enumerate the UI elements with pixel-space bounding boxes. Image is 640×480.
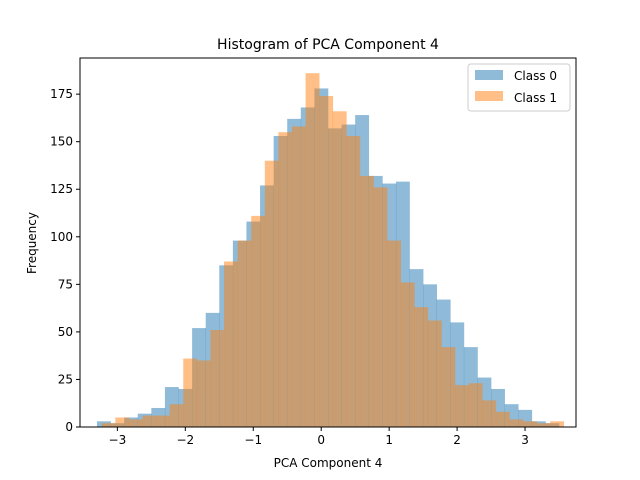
histogram-bar bbox=[264, 160, 279, 427]
histogram-bar bbox=[183, 358, 198, 427]
histogram-bar bbox=[414, 307, 429, 427]
histogram-bar bbox=[237, 240, 252, 427]
histogram-bar bbox=[128, 419, 143, 427]
histogram-bar bbox=[305, 73, 320, 427]
legend-label-class-0: Class 0 bbox=[514, 69, 557, 83]
x-axis-label: PCA Component 4 bbox=[274, 456, 383, 470]
y-tick-label: 150 bbox=[50, 135, 73, 149]
x-tick-label: 3 bbox=[521, 433, 529, 447]
histogram-bar bbox=[441, 347, 456, 427]
y-tick-label: 50 bbox=[58, 325, 73, 339]
histogram-bar bbox=[373, 187, 388, 427]
histogram-bar bbox=[509, 419, 524, 427]
histogram-bar bbox=[359, 175, 374, 427]
x-tick-label: −1 bbox=[244, 433, 262, 447]
plot-frame bbox=[79, 57, 577, 428]
chart-title: Histogram of PCA Component 4 bbox=[217, 37, 439, 53]
histogram-bar bbox=[427, 320, 442, 427]
x-tick-label: −2 bbox=[176, 433, 194, 447]
histogram-bar bbox=[482, 400, 497, 427]
histogram-bar bbox=[169, 404, 184, 427]
histogram-bar bbox=[346, 135, 361, 427]
y-tick-label: 125 bbox=[50, 182, 73, 196]
histogram-bar bbox=[224, 261, 238, 427]
histogram-bar bbox=[142, 415, 157, 427]
histogram-bar bbox=[115, 417, 130, 427]
class-1-bars bbox=[101, 73, 565, 428]
histogram-bar bbox=[455, 385, 469, 427]
y-tick-label: 175 bbox=[50, 87, 73, 101]
histogram-bar bbox=[523, 421, 537, 427]
x-tick-label: 1 bbox=[385, 433, 393, 447]
histogram-bar bbox=[332, 111, 347, 428]
histogram-bar bbox=[468, 383, 483, 427]
y-axis-ticks: 0 25 50 75 100 125 150 175 bbox=[50, 87, 80, 434]
legend-swatch-class-0 bbox=[475, 70, 503, 80]
histogram-bar bbox=[278, 132, 293, 427]
histogram-bar bbox=[387, 240, 402, 427]
histogram-bar bbox=[291, 126, 306, 427]
y-tick-label: 25 bbox=[58, 372, 73, 386]
legend-swatch-class-1 bbox=[475, 91, 503, 101]
y-tick-label: 0 bbox=[65, 420, 73, 434]
x-axis-ticks: −3 −2 −1 0 1 2 3 bbox=[109, 427, 529, 447]
histogram-bar bbox=[550, 421, 565, 427]
histogram-bar bbox=[319, 96, 334, 428]
histogram-bar bbox=[101, 423, 116, 427]
histogram-bar bbox=[210, 329, 225, 427]
x-tick-label: 2 bbox=[453, 433, 461, 447]
y-axis-label: Frequency bbox=[25, 212, 39, 274]
y-tick-label: 75 bbox=[58, 277, 73, 291]
histogram-bar bbox=[156, 415, 170, 427]
histogram-bar bbox=[251, 215, 266, 427]
y-tick-label: 100 bbox=[50, 230, 73, 244]
histogram-bar bbox=[400, 282, 415, 427]
legend: Class 0 Class 1 bbox=[467, 63, 571, 112]
legend-label-class-1: Class 1 bbox=[514, 91, 557, 105]
histogram-bar bbox=[196, 360, 211, 427]
x-tick-label: −3 bbox=[109, 433, 127, 447]
histogram-bar bbox=[536, 423, 551, 427]
x-tick-label: 0 bbox=[317, 433, 325, 447]
histogram-bar bbox=[495, 411, 510, 427]
